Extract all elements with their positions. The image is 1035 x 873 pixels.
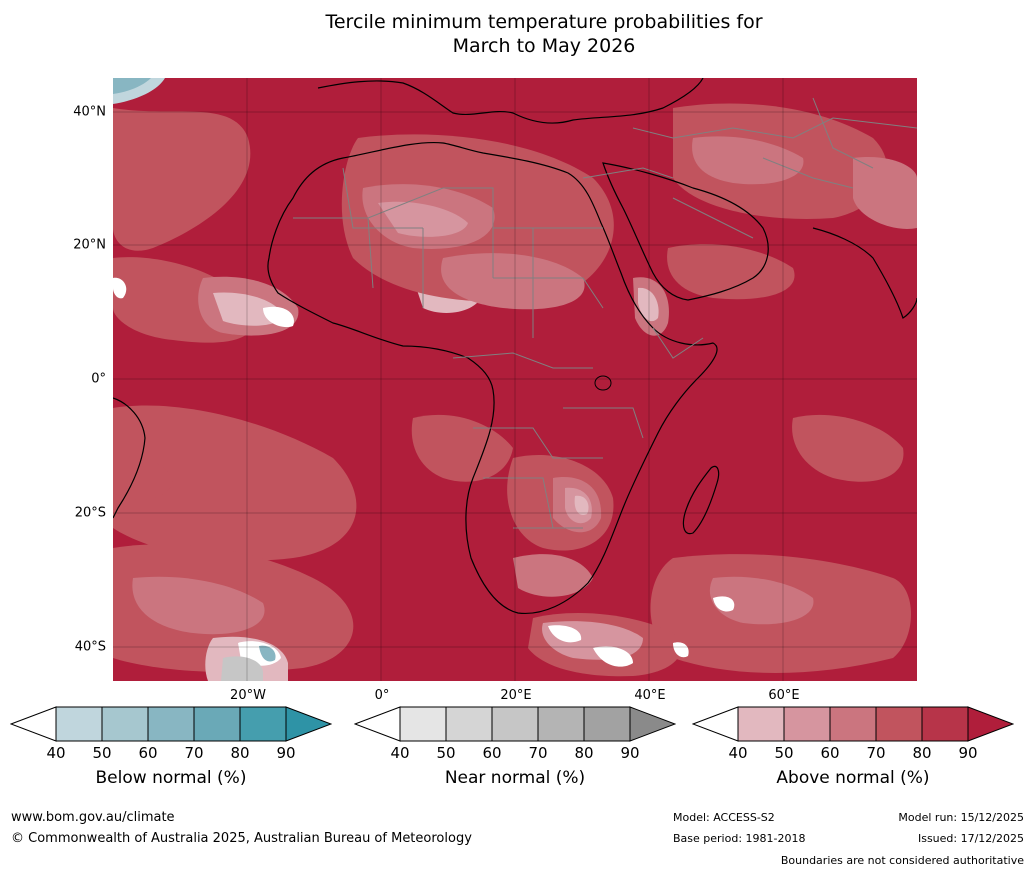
colorbar-near-swatch-3	[491, 706, 539, 742]
colorbar-above-swatch-1	[737, 706, 785, 742]
lon-label-40e: 40°E	[634, 688, 666, 703]
colorbar-below-swatch-3	[147, 706, 195, 742]
lat-label-40n: 40°N	[73, 104, 106, 120]
colorbar-below-tick: 70	[184, 744, 204, 762]
colorbar-below-swatches	[9, 706, 333, 742]
map-graphic	[113, 78, 917, 681]
colorbar-below-tick: 90	[276, 744, 296, 762]
colorbar-above-tick: 70	[866, 744, 886, 762]
probability-patches	[113, 78, 917, 681]
colorbar-below-over-triangle	[285, 706, 333, 742]
colorbar-above-over-triangle	[967, 706, 1015, 742]
footer-model: Model: ACCESS-S2	[673, 811, 775, 824]
colorbar-above-under-triangle	[691, 706, 739, 742]
lake-victoria	[594, 375, 612, 391]
colorbar-above-normal: 40 50 60 70 80 90 Above normal (%)	[691, 706, 1015, 796]
colorbar-near-swatch-1	[399, 706, 447, 742]
colorbar-below-normal: 40 50 60 70 80 90 Below normal (%)	[9, 706, 333, 796]
graticule	[113, 78, 917, 681]
colorbar-near-swatch-4	[537, 706, 585, 742]
colorbar-near-swatch-5	[583, 706, 631, 742]
country-borders	[293, 97, 917, 529]
colorbar-near-tick: 50	[436, 744, 456, 762]
lon-label-0: 0°	[374, 688, 390, 703]
probability-map	[113, 78, 917, 681]
colorbar-near-tick: 40	[390, 744, 410, 762]
footer-base-period: Base period: 1981-2018	[673, 832, 806, 845]
colorbar-below-swatch-5	[239, 706, 287, 742]
colorbar-above-swatches	[691, 706, 1015, 742]
colorbar-above-tick: 60	[820, 744, 840, 762]
colorbar-below-tick: 50	[92, 744, 112, 762]
south-america-coastline	[113, 397, 146, 519]
colorbar-below-label: Below normal (%)	[95, 768, 247, 788]
title-line-2: March to May 2026	[452, 35, 636, 57]
colorbar-above-label: Above normal (%)	[776, 768, 930, 788]
footer-disclaimer: Boundaries are not considered authoritat…	[780, 854, 1024, 867]
colorbar-near-swatch-2	[445, 706, 493, 742]
lat-label-0: 0°	[91, 371, 106, 387]
colorbar-above-swatch-4	[875, 706, 923, 742]
lat-label-20s: 20°S	[74, 505, 106, 521]
lon-label-60e: 60°E	[768, 688, 800, 703]
colorbar-below-swatch-1	[55, 706, 103, 742]
colorbar-near-tick: 80	[574, 744, 594, 762]
colorbar-below-tick: 40	[46, 744, 66, 762]
colorbar-near-tick: 60	[482, 744, 502, 762]
colorbar-near-label: Near normal (%)	[444, 768, 586, 788]
lon-label-20w: 20°W	[230, 688, 266, 703]
map-title: Tercile minimum temperature probabilitie…	[0, 10, 1035, 58]
africa-coastline	[267, 141, 718, 615]
colorbar-below-swatch-2	[101, 706, 149, 742]
colorbar-near-normal: 40 50 60 70 80 90 Near normal (%)	[353, 706, 677, 796]
colorbar-above-tick: 90	[958, 744, 978, 762]
lon-label-20e: 20°E	[500, 688, 532, 703]
colorbar-above-tick: 80	[912, 744, 932, 762]
footer-model-run: Model run: 15/12/2025	[898, 811, 1024, 824]
footer-issued: Issued: 17/12/2025	[917, 832, 1024, 845]
lat-label-20n: 20°N	[73, 237, 106, 253]
colorbar-above-swatch-3	[829, 706, 877, 742]
colorbar-near-under-triangle	[353, 706, 401, 742]
india-coastline	[812, 227, 917, 319]
europe-coastline	[317, 78, 704, 124]
lat-label-40s: 40°S	[74, 639, 106, 655]
colorbar-near-tick: 90	[620, 744, 640, 762]
colorbar-below-under-triangle	[9, 706, 57, 742]
colorbar-near-over-triangle	[629, 706, 677, 742]
footer-website: www.bom.gov.au/climate	[11, 810, 175, 825]
colorbar-above-swatch-5	[921, 706, 969, 742]
colorbar-near-tick: 70	[528, 744, 548, 762]
madagascar-coastline	[682, 465, 720, 535]
colorbar-below-tick: 60	[138, 744, 158, 762]
colorbar-near-swatches	[353, 706, 677, 742]
colorbar-below-swatch-4	[193, 706, 241, 742]
colorbar-above-swatch-2	[783, 706, 831, 742]
colorbar-above-tick: 40	[728, 744, 748, 762]
footer-copyright: © Commonwealth of Australia 2025, Austra…	[11, 831, 472, 846]
arabia-coastline	[602, 162, 769, 301]
title-line-1: Tercile minimum temperature probabilitie…	[325, 11, 763, 33]
colorbar-below-tick: 80	[230, 744, 250, 762]
colorbar-above-tick: 50	[774, 744, 794, 762]
